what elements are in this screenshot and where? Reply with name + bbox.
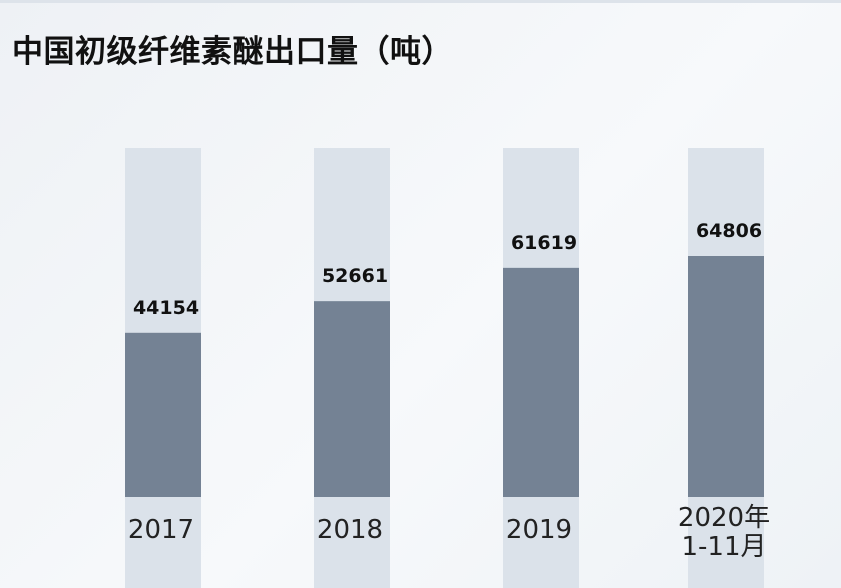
bar [688, 256, 764, 497]
data-label: 61619 [511, 232, 577, 254]
data-label: 52661 [322, 265, 388, 287]
bars [125, 256, 764, 497]
category-label: 2017 [128, 515, 194, 545]
data-label: 44154 [133, 297, 199, 319]
bar-tracks [125, 148, 764, 588]
category-label: 2020年 [678, 503, 770, 533]
bar [314, 301, 390, 497]
chart-title: 中国初级纤维素醚出口量（吨） [12, 34, 453, 70]
top-border [0, 0, 841, 3]
bar [125, 332, 201, 497]
value-labels: 44154 52661 61619 64806 [133, 220, 762, 319]
bar [503, 267, 579, 497]
data-label: 64806 [696, 220, 762, 242]
category-label: 1-11月 [681, 532, 766, 562]
category-label: 2019 [506, 515, 572, 545]
category-label: 2018 [317, 515, 383, 545]
